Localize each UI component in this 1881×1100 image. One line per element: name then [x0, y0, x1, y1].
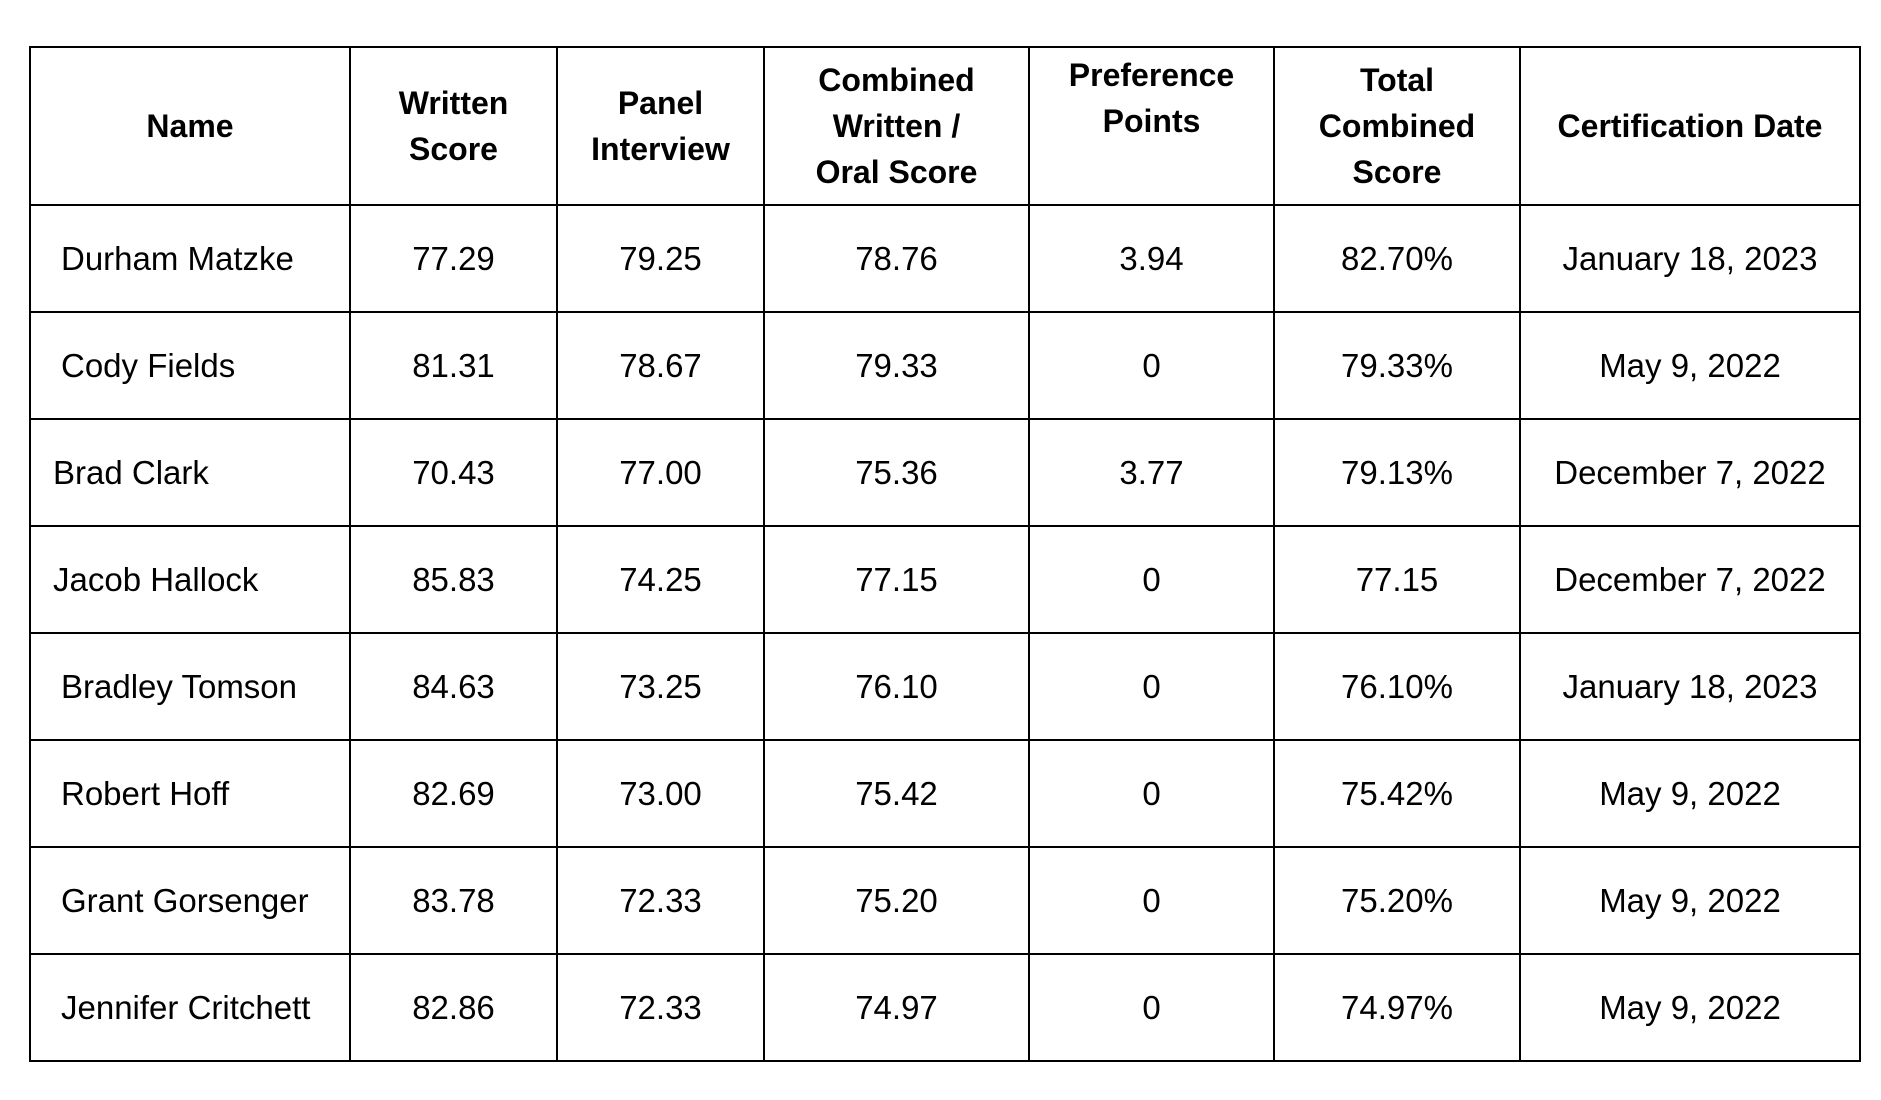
cell-certification-date: December 7, 2022 [1519, 418, 1861, 527]
cell-total-combined-score: 74.97% [1273, 953, 1521, 1062]
cell-name: Brad Clark [29, 418, 351, 527]
cell-preference-points: 0 [1028, 846, 1275, 955]
cell-written-score: 84.63 [349, 632, 558, 741]
header-combined-line-2: Written / [832, 108, 961, 144]
cell-written-score: 85.83 [349, 525, 558, 634]
cell-written-score: 83.78 [349, 846, 558, 955]
header-cert-line: Certification Date [1557, 108, 1823, 144]
cell-written-score: 77.29 [349, 204, 558, 313]
table-row: Grant Gorsenger 83.78 72.33 75.20 0 75.2… [29, 846, 1861, 955]
cell-total-combined-score: 82.70% [1273, 204, 1521, 313]
header-combined-line-3: Oral Score [815, 154, 978, 190]
cell-written-score: 70.43 [349, 418, 558, 527]
cell-name: Robert Hoff [29, 739, 351, 848]
cell-name: Jennifer Critchett [29, 953, 351, 1062]
header-combined-score: Combined Written / Oral Score [763, 46, 1030, 206]
cell-total-combined-score: 79.13% [1273, 418, 1521, 527]
cell-preference-points: 0 [1028, 311, 1275, 420]
header-written-score: Written Score [349, 46, 558, 206]
header-pref-line-2: Points [1102, 103, 1201, 139]
cell-certification-date: May 9, 2022 [1519, 846, 1861, 955]
header-panel-line-2: Interview [591, 131, 730, 167]
table-row: Bradley Tomson 84.63 73.25 76.10 0 76.10… [29, 632, 1861, 741]
cell-preference-points: 0 [1028, 739, 1275, 848]
cell-panel-interview: 73.25 [556, 632, 765, 741]
cell-total-combined-score: 75.20% [1273, 846, 1521, 955]
cell-combined-score: 75.42 [763, 739, 1030, 848]
table-row: Cody Fields 81.31 78.67 79.33 0 79.33% M… [29, 311, 1861, 420]
cell-combined-score: 74.97 [763, 953, 1030, 1062]
cell-combined-score: 79.33 [763, 311, 1030, 420]
header-written-line-1: Written [398, 85, 509, 121]
cell-panel-interview: 74.25 [556, 525, 765, 634]
header-name-line: Name [146, 108, 234, 144]
header-row: Name Written Score Panel Interview Combi… [29, 46, 1861, 206]
table-row: Brad Clark 70.43 77.00 75.36 3.77 79.13%… [29, 418, 1861, 527]
cell-panel-interview: 78.67 [556, 311, 765, 420]
cell-preference-points: 0 [1028, 632, 1275, 741]
header-total-line-2: Combined [1318, 108, 1476, 144]
cell-certification-date: January 18, 2023 [1519, 632, 1861, 741]
header-total-line-1: Total [1359, 62, 1435, 98]
cell-total-combined-score: 79.33% [1273, 311, 1521, 420]
header-certification-date: Certification Date [1519, 46, 1861, 206]
cell-certification-date: January 18, 2023 [1519, 204, 1861, 313]
header-panel-interview: Panel Interview [556, 46, 765, 206]
cell-name: Durham Matzke [29, 204, 351, 313]
table-row: Jacob Hallock 85.83 74.25 77.15 0 77.15 … [29, 525, 1861, 634]
cell-name: Bradley Tomson [29, 632, 351, 741]
cell-preference-points: 0 [1028, 525, 1275, 634]
cell-certification-date: December 7, 2022 [1519, 525, 1861, 634]
cell-panel-interview: 73.00 [556, 739, 765, 848]
cell-panel-interview: 77.00 [556, 418, 765, 527]
table-row: Durham Matzke 77.29 79.25 78.76 3.94 82.… [29, 204, 1861, 313]
header-panel-line-1: Panel [617, 85, 704, 121]
header-name: Name [29, 46, 351, 206]
cell-combined-score: 76.10 [763, 632, 1030, 741]
scores-table-container: Name Written Score Panel Interview Combi… [29, 46, 1861, 1062]
cell-combined-score: 75.20 [763, 846, 1030, 955]
header-written-line-2: Score [409, 131, 498, 167]
cell-panel-interview: 72.33 [556, 846, 765, 955]
cell-name: Jacob Hallock [29, 525, 351, 634]
cell-name: Grant Gorsenger [29, 846, 351, 955]
header-preference-points: Preference Points [1028, 46, 1275, 206]
header-pref-line-1: Preference [1068, 57, 1235, 93]
cell-preference-points: 3.77 [1028, 418, 1275, 527]
cell-written-score: 81.31 [349, 311, 558, 420]
cell-panel-interview: 72.33 [556, 953, 765, 1062]
cell-certification-date: May 9, 2022 [1519, 311, 1861, 420]
cell-combined-score: 75.36 [763, 418, 1030, 527]
cell-preference-points: 3.94 [1028, 204, 1275, 313]
header-total-combined-score: Total Combined Score [1273, 46, 1521, 206]
cell-panel-interview: 79.25 [556, 204, 765, 313]
cell-total-combined-score: 75.42% [1273, 739, 1521, 848]
cell-combined-score: 77.15 [763, 525, 1030, 634]
cell-combined-score: 78.76 [763, 204, 1030, 313]
header-total-line-3: Score [1352, 154, 1442, 190]
cell-preference-points: 0 [1028, 953, 1275, 1062]
cell-written-score: 82.69 [349, 739, 558, 848]
cell-total-combined-score: 77.15 [1273, 525, 1521, 634]
scores-table: Name Written Score Panel Interview Combi… [29, 46, 1861, 1062]
cell-certification-date: May 9, 2022 [1519, 953, 1861, 1062]
cell-written-score: 82.86 [349, 953, 558, 1062]
table-row: Robert Hoff 82.69 73.00 75.42 0 75.42% M… [29, 739, 1861, 848]
header-combined-line-1: Combined [818, 62, 975, 98]
cell-name: Cody Fields [29, 311, 351, 420]
table-row: Jennifer Critchett 82.86 72.33 74.97 0 7… [29, 953, 1861, 1062]
cell-total-combined-score: 76.10% [1273, 632, 1521, 741]
cell-certification-date: May 9, 2022 [1519, 739, 1861, 848]
